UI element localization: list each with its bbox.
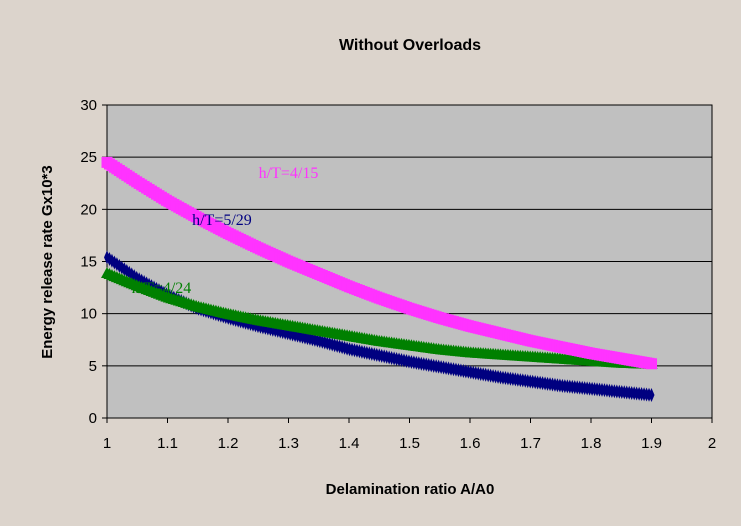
x-tick-label: 1.8: [581, 435, 602, 452]
data-point: [646, 358, 657, 370]
x-tick-label: 1.9: [641, 435, 662, 452]
series-square-markers: [101, 156, 657, 370]
y-tick-label: 20: [80, 201, 97, 218]
series-triangle-markers: [101, 267, 658, 369]
series-label: h/T=5/29: [192, 212, 252, 229]
x-axis-label: Delamination ratio A/A0: [326, 481, 495, 498]
x-tick-label: 1.3: [278, 435, 299, 452]
y-axis-label: Energy release rate Gx10*3: [39, 165, 56, 358]
x-tick-label: 1.4: [339, 435, 360, 452]
x-tick-label: 1.7: [520, 435, 541, 452]
x-tick-label: 1.6: [460, 435, 481, 452]
y-tick-label: 25: [80, 149, 97, 166]
y-tick-label: 15: [80, 254, 97, 271]
x-tick-label: 1.5: [399, 435, 420, 452]
series-layer: [101, 156, 658, 403]
y-tick-label: 5: [89, 358, 97, 375]
x-tick-label: 1.1: [157, 435, 178, 452]
chart-title: Without Overloads: [339, 37, 481, 54]
series-labels: h/T=4/15 h/T=5/29 h/T=4/24: [132, 165, 319, 297]
y-tick-label: 10: [80, 306, 97, 323]
y-tick-label: 0: [89, 410, 97, 427]
series-label: h/T=4/15: [259, 165, 319, 182]
x-tick-label: 2: [708, 435, 716, 452]
x-tick-label: 1: [103, 435, 111, 452]
x-tick-labels: 1 1.1 1.2 1.3 1.4 1.5 1.6 1.7 1.8 1.9 2: [103, 418, 716, 452]
y-tick-label: 30: [80, 97, 97, 114]
y-tick-labels: 0 5 10 15 20 25 30: [80, 97, 107, 427]
data-point: [648, 388, 655, 403]
series-label: h/T=4/24: [132, 280, 192, 297]
x-tick-label: 1.2: [218, 435, 239, 452]
